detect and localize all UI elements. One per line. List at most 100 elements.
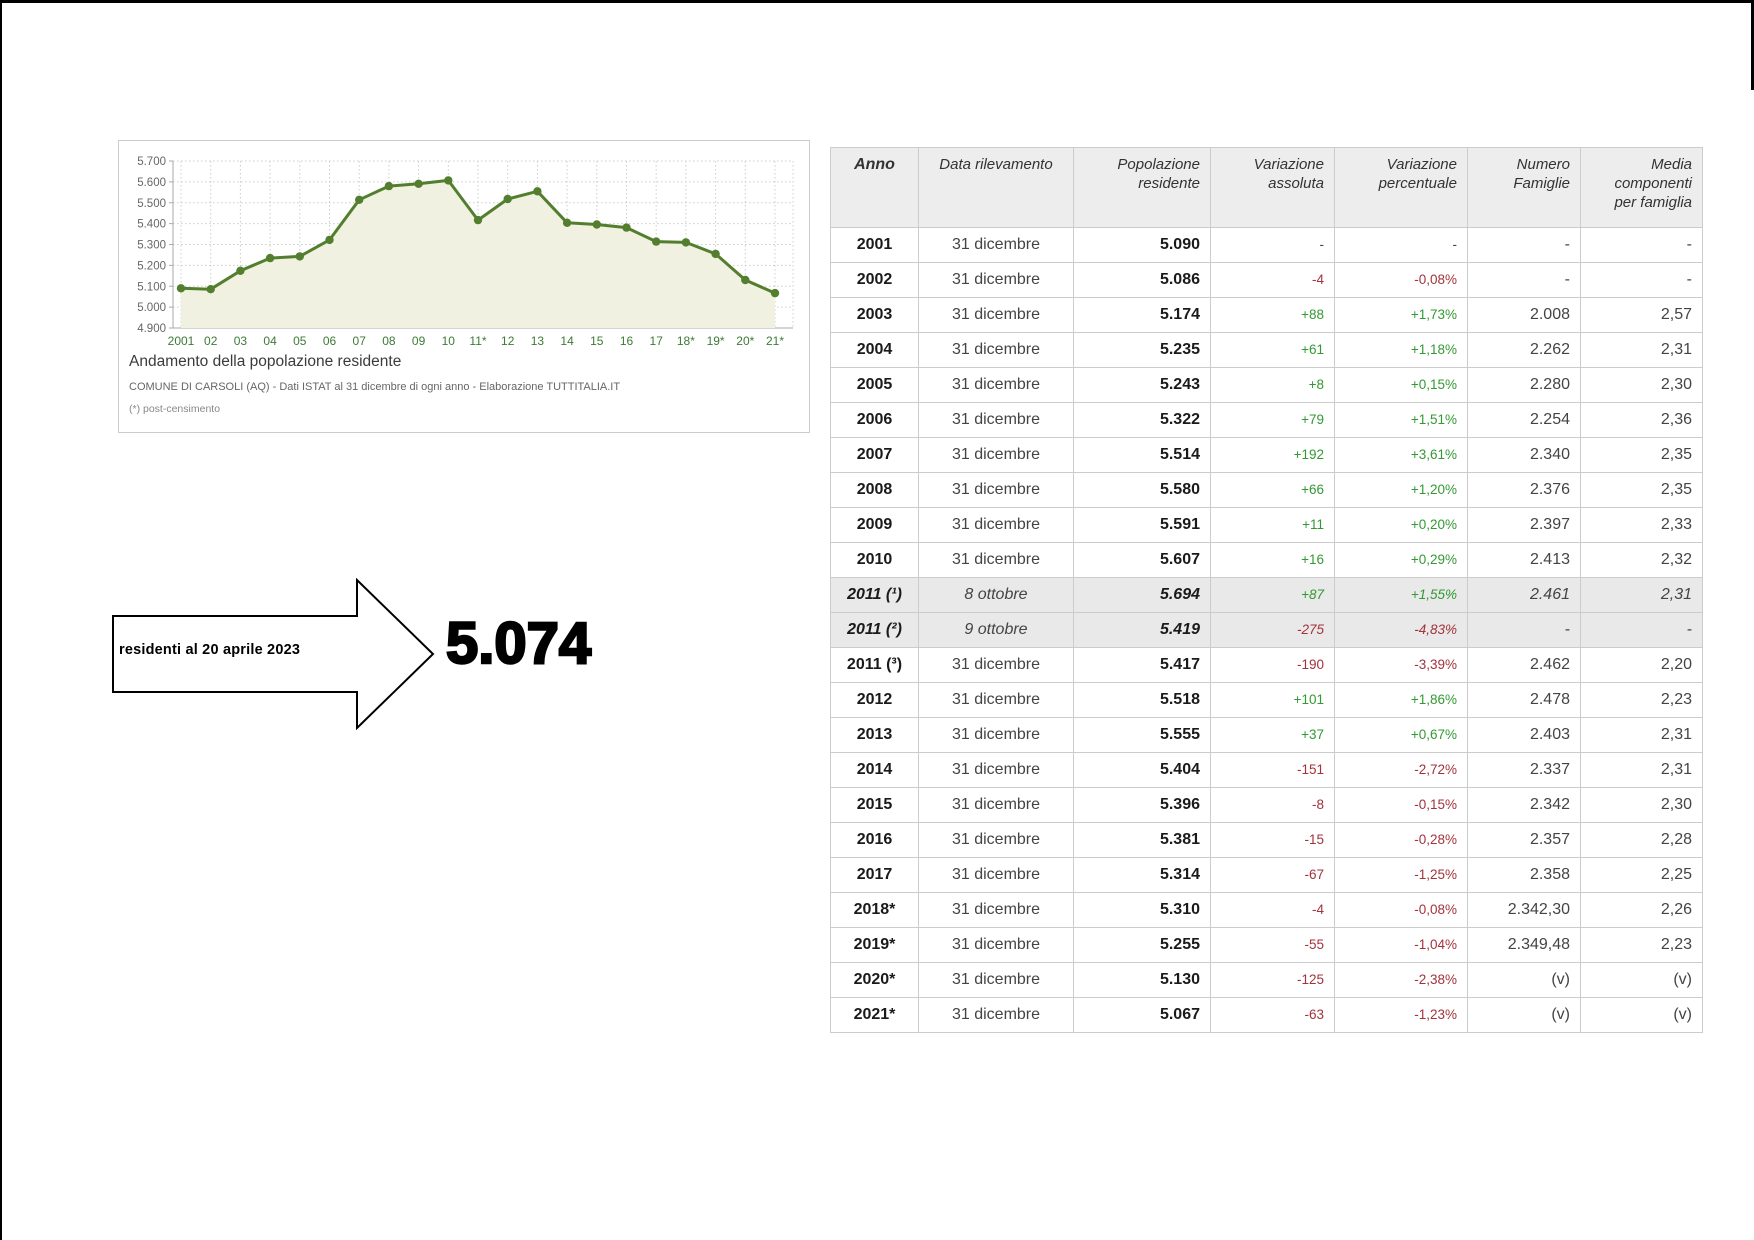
- data-point: [741, 275, 750, 285]
- cell-pop: 5.130: [1073, 962, 1211, 998]
- data-point: [503, 194, 512, 204]
- annotation-value: 5.074: [445, 610, 593, 678]
- table-row: 2001 31 dicembre 5.090- - - -: [830, 227, 1703, 263]
- cell-data: 31 dicembre: [918, 227, 1074, 263]
- column-header-6: Media componenti per famiglia: [1580, 147, 1703, 228]
- cell-data: 31 dicembre: [918, 682, 1074, 718]
- population-line-chart: 5.700 5.600 5.500 5.400 5.300 5.200 5.100 5.000…: [137, 156, 794, 348]
- table-header-row: Anno Data rilevamento Popolazione resident…: [830, 147, 1703, 228]
- cell-fam: 2.397: [1467, 507, 1581, 543]
- cell-pop: 5.591: [1073, 507, 1211, 543]
- cell-var_abs: -275: [1210, 612, 1335, 648]
- cell-media: (v): [1580, 997, 1703, 1033]
- data-point: [384, 181, 394, 191]
- cell-media: 2,23: [1580, 682, 1703, 718]
- cell-var_pct: -0,15%: [1334, 787, 1468, 823]
- cell-anno: 2018*: [830, 892, 919, 928]
- cell-media: 2,31: [1580, 332, 1703, 368]
- cell-fam: -: [1467, 612, 1581, 648]
- cell-media: 2,57: [1580, 297, 1703, 333]
- x-axis-tick-label: 20*: [736, 334, 754, 348]
- cell-media: -: [1580, 262, 1703, 298]
- cell-fam: 2.349,48: [1467, 927, 1581, 963]
- cell-fam: 2.280: [1467, 367, 1581, 403]
- cell-anno: 2009: [830, 507, 919, 543]
- cell-var_pct: -0,08%: [1334, 892, 1468, 928]
- cell-var_pct: +1,55%: [1334, 577, 1468, 613]
- cell-var_pct: -0,08%: [1334, 262, 1468, 298]
- cell-media: 2,32: [1580, 542, 1703, 578]
- cell-fam: 2.357: [1467, 822, 1581, 858]
- table-row: 2013 31 dicembre 5.555 +37 +0,67% 2.403 2,31: [830, 717, 1703, 753]
- cell-var_abs: +11: [1210, 507, 1335, 543]
- arrow-right-shape: [112, 578, 435, 730]
- cell-data: 31 dicembre: [918, 752, 1074, 788]
- data-point: [533, 187, 542, 196]
- cell-data: 31 dicembre: [918, 507, 1074, 543]
- cell-pop: 5.514: [1073, 437, 1211, 473]
- cell-media: 2,31: [1580, 717, 1703, 753]
- cell-anno: 2011 (³): [830, 647, 919, 683]
- table-row: 2011 (¹) 8 ottobre 5.694 +87 +1,55% 2.461 2,31: [830, 577, 1703, 613]
- cell-media: 2,30: [1580, 367, 1703, 403]
- cell-pop: 5.067: [1073, 997, 1211, 1033]
- table-row: 2021* 31 dicembre 5.067 -63 -1,23% (v) (v): [830, 997, 1703, 1033]
- cell-var_abs: -8: [1210, 787, 1335, 823]
- cell-fam: 2.478: [1467, 682, 1581, 718]
- cell-var_abs: -190: [1210, 647, 1335, 683]
- series-area: [181, 180, 775, 328]
- cell-var_abs: +8: [1210, 367, 1335, 403]
- cell-pop: 5.314: [1073, 857, 1211, 893]
- cell-var_pct: -1,23%: [1334, 997, 1468, 1033]
- cell-pop: 5.255: [1073, 927, 1211, 963]
- cell-data: 9 ottobre: [918, 612, 1074, 648]
- cell-fam: 2.342: [1467, 787, 1581, 823]
- cell-pop: 5.419: [1073, 612, 1211, 648]
- cell-fam: 2.008: [1467, 297, 1581, 333]
- cell-pop: 5.580: [1073, 472, 1211, 508]
- y-axis-tick-label: 5.300: [137, 240, 166, 252]
- cell-media: -: [1580, 227, 1703, 263]
- cell-data: 31 dicembre: [918, 472, 1074, 508]
- table-row: 2003 31 dicembre 5.174 +88 +1,73% 2.008 2,57: [830, 297, 1703, 333]
- cell-var_pct: +1,51%: [1334, 402, 1468, 438]
- cell-anno: 2021*: [830, 997, 919, 1033]
- cell-fam: 2.462: [1467, 647, 1581, 683]
- cell-var_abs: +192: [1210, 437, 1335, 473]
- cell-anno: 2004: [830, 332, 919, 368]
- cell-pop: 5.396: [1073, 787, 1211, 823]
- y-axis-tick-label: 5.500: [137, 198, 166, 210]
- x-axis-tick-label: 06: [323, 334, 337, 348]
- cell-data: 31 dicembre: [918, 402, 1074, 438]
- y-axis-tick-label: 5.100: [137, 281, 166, 293]
- table-row: 2014 31 dicembre 5.404 -151 -2,72% 2.337 2,31: [830, 752, 1703, 788]
- cell-pop: 5.694: [1073, 577, 1211, 613]
- x-axis-tick-label: 15: [590, 334, 604, 348]
- table-row: 2011 (²) 9 ottobre 5.419 -275 -4,83% - -: [830, 612, 1703, 648]
- cell-var_pct: +1,18%: [1334, 332, 1468, 368]
- cell-data: 31 dicembre: [918, 332, 1074, 368]
- y-axis-tick-label: 4.900: [137, 323, 166, 335]
- cell-var_pct: -3,39%: [1334, 647, 1468, 683]
- x-axis-tick-label: 03: [234, 334, 248, 348]
- cell-pop: 5.310: [1073, 892, 1211, 928]
- cell-var_pct: +0,20%: [1334, 507, 1468, 543]
- cell-var_abs: +87: [1210, 577, 1335, 613]
- cell-pop: 5.381: [1073, 822, 1211, 858]
- cell-media: 2,36: [1580, 402, 1703, 438]
- cell-var_abs: +16: [1210, 542, 1335, 578]
- cell-data: 31 dicembre: [918, 717, 1074, 753]
- table-body: 2001 31 dicembre 5.090- - - -2002 31 dicembre 5…: [830, 227, 1703, 1033]
- data-point: [652, 237, 661, 246]
- cell-var_abs: -4: [1210, 892, 1335, 928]
- data-point: [176, 284, 186, 293]
- cell-anno: 2016: [830, 822, 919, 858]
- cell-pop: 5.174: [1073, 297, 1211, 333]
- page-border-right: [1751, 0, 1754, 90]
- table-row: 2015 31 dicembre 5.396 -8 -0,15% 2.342 2,30: [830, 787, 1703, 823]
- cell-var_pct: +1,73%: [1334, 297, 1468, 333]
- cell-pop: 5.417: [1073, 647, 1211, 683]
- cell-var_abs: +66: [1210, 472, 1335, 508]
- cell-anno: 2011 (²): [830, 612, 919, 648]
